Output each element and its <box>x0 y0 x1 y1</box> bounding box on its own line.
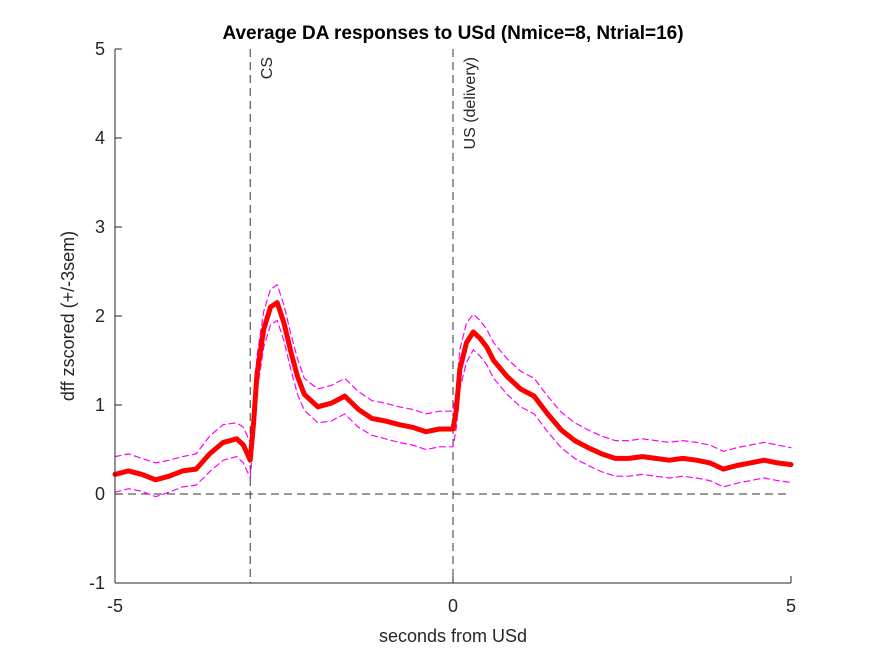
vline-label-1: US (delivery) <box>462 57 479 149</box>
y-tick-label: 2 <box>95 306 105 326</box>
vline-label-0: CS <box>259 57 276 79</box>
mean-line <box>112 300 794 483</box>
x-tick-label: -5 <box>107 596 123 616</box>
x-tick-label: 5 <box>786 596 796 616</box>
chart-title: Average DA responses to USd (Nmice=8, Nt… <box>222 23 683 44</box>
axes: -5 0 5 -1 0 1 2 3 4 5 <box>89 39 796 616</box>
upper-sem-line <box>114 284 792 464</box>
x-tick-label: 0 <box>448 596 458 616</box>
y-tick-label: 3 <box>95 217 105 237</box>
y-tick-label: 0 <box>95 484 105 504</box>
y-tick-label: -1 <box>89 573 105 593</box>
y-tick-label: 4 <box>95 128 105 148</box>
y-axis-label: dff zscored (+/-3sem) <box>58 231 78 401</box>
plot-area: CS US (delivery) <box>112 49 794 583</box>
y-tick-label: 5 <box>95 39 105 59</box>
lower-sem-line <box>114 319 792 498</box>
x-axis-label: seconds from USd <box>379 626 527 646</box>
y-tick-label: 1 <box>95 395 105 415</box>
